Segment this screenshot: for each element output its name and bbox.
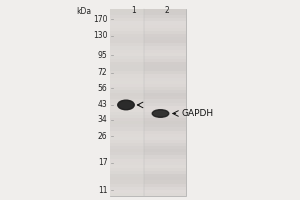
Bar bbox=[110, 109, 186, 112]
Bar bbox=[110, 21, 186, 25]
Ellipse shape bbox=[152, 110, 169, 117]
Bar bbox=[110, 134, 186, 137]
Bar bbox=[110, 84, 186, 87]
Bar bbox=[110, 155, 186, 159]
Bar bbox=[110, 90, 186, 93]
Bar bbox=[110, 74, 186, 78]
Bar bbox=[110, 93, 186, 96]
Bar bbox=[110, 177, 186, 180]
Bar bbox=[110, 62, 186, 65]
Bar bbox=[110, 131, 186, 134]
Bar bbox=[110, 59, 186, 62]
Bar bbox=[110, 146, 186, 149]
Bar bbox=[110, 56, 186, 59]
Text: 1: 1 bbox=[131, 6, 136, 15]
Bar bbox=[110, 124, 186, 127]
Bar bbox=[110, 71, 186, 74]
Bar bbox=[110, 106, 186, 109]
Bar bbox=[110, 50, 186, 53]
Bar bbox=[110, 162, 186, 165]
Bar bbox=[110, 28, 186, 31]
Text: 11: 11 bbox=[98, 186, 107, 195]
Bar bbox=[110, 187, 186, 190]
Bar bbox=[110, 102, 186, 106]
Text: 26: 26 bbox=[98, 132, 107, 141]
Bar bbox=[110, 121, 186, 124]
Bar bbox=[110, 180, 186, 184]
Text: 43: 43 bbox=[98, 100, 107, 109]
Text: kDa: kDa bbox=[76, 7, 92, 16]
Text: 56: 56 bbox=[98, 84, 107, 93]
Bar bbox=[110, 78, 186, 81]
Bar bbox=[110, 87, 186, 90]
Bar bbox=[110, 53, 186, 56]
Bar bbox=[110, 171, 186, 174]
Text: 130: 130 bbox=[93, 31, 107, 40]
Text: 72: 72 bbox=[98, 68, 107, 77]
Text: 170: 170 bbox=[93, 15, 107, 24]
Bar bbox=[110, 65, 186, 68]
Bar bbox=[110, 152, 186, 155]
Bar bbox=[110, 112, 186, 115]
Bar bbox=[110, 168, 186, 171]
Bar bbox=[110, 34, 186, 37]
Bar bbox=[110, 193, 186, 196]
Bar bbox=[110, 37, 186, 40]
Bar bbox=[110, 165, 186, 168]
Bar bbox=[110, 40, 186, 43]
Bar bbox=[110, 18, 186, 21]
Bar bbox=[110, 99, 186, 102]
Bar bbox=[110, 118, 186, 121]
Text: 2: 2 bbox=[164, 6, 169, 15]
Bar bbox=[110, 68, 186, 71]
Bar bbox=[110, 12, 186, 15]
Bar bbox=[110, 46, 186, 50]
Bar bbox=[110, 9, 186, 196]
Bar bbox=[110, 81, 186, 84]
Bar bbox=[110, 174, 186, 177]
Bar bbox=[110, 143, 186, 146]
Bar bbox=[110, 9, 144, 196]
Bar bbox=[110, 149, 186, 152]
Text: 34: 34 bbox=[98, 115, 107, 124]
Bar bbox=[110, 96, 186, 99]
Bar bbox=[110, 115, 186, 118]
Bar bbox=[110, 9, 186, 12]
Bar bbox=[110, 137, 186, 140]
Bar bbox=[110, 190, 186, 193]
Bar bbox=[110, 31, 186, 34]
Bar bbox=[110, 43, 186, 46]
Text: 95: 95 bbox=[98, 51, 107, 60]
Bar bbox=[110, 140, 186, 143]
Bar bbox=[110, 184, 186, 187]
Text: GAPDH: GAPDH bbox=[182, 109, 214, 118]
Ellipse shape bbox=[118, 100, 134, 110]
Bar bbox=[110, 127, 186, 131]
Bar bbox=[110, 159, 186, 162]
Bar bbox=[110, 25, 186, 28]
Bar bbox=[110, 15, 186, 18]
Text: 17: 17 bbox=[98, 158, 107, 167]
